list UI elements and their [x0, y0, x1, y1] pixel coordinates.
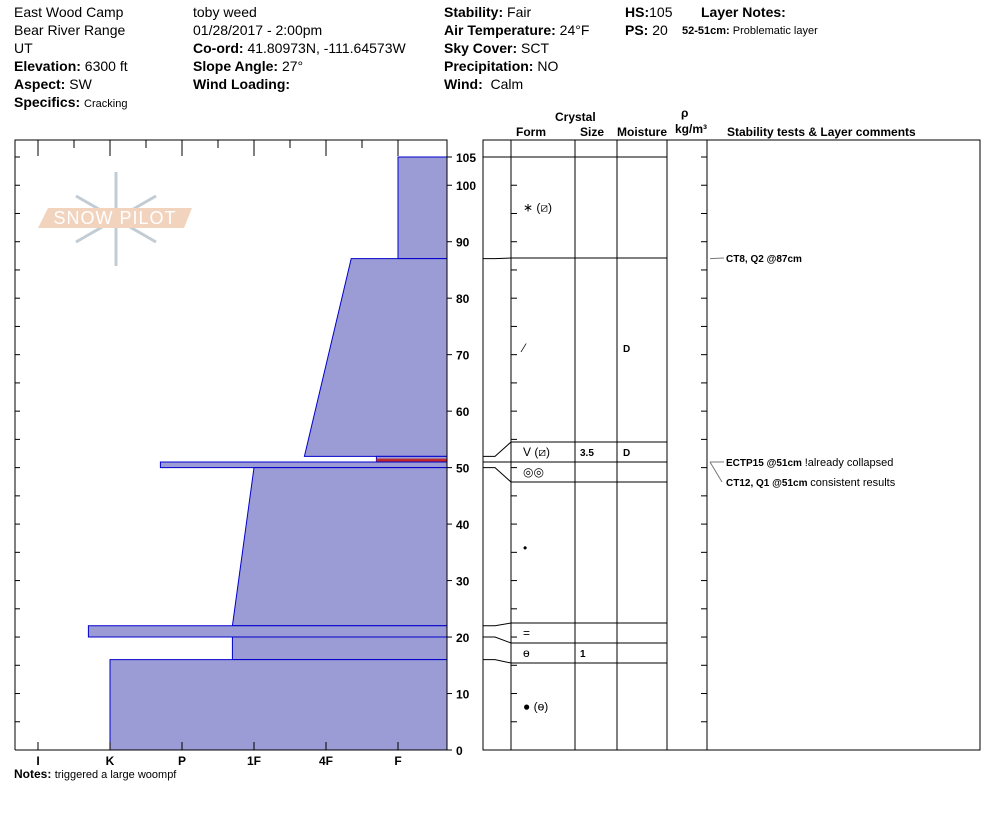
aspect: Aspect: SW — [14, 76, 92, 92]
snowpilot-logo: SNOW PILOT — [38, 172, 192, 266]
hardness-label: F — [394, 754, 401, 768]
col-moisture: Moisture — [617, 125, 668, 139]
hardness-layer — [109, 659, 448, 751]
hardness-label: I — [36, 754, 39, 768]
depth-label: 50 — [456, 462, 470, 476]
wind: Wind: Calm — [444, 76, 524, 92]
grain-form: V (⧄) — [523, 445, 550, 459]
specifics: Specifics: Cracking — [14, 94, 128, 110]
grain-form: ⁄ — [520, 341, 527, 355]
layer-table-frame — [482, 139, 981, 751]
depth-label: 0 — [456, 744, 463, 758]
hardness-layer — [159, 461, 448, 469]
site-name: East Wood Camp — [14, 4, 124, 20]
precipitation: Precipitation: NO — [444, 58, 559, 74]
datetime: 01/28/2017 - 2:00pm — [193, 22, 323, 38]
layer-connector — [483, 441, 667, 457]
layer-connector — [483, 622, 667, 627]
observer: toby weed — [193, 4, 257, 20]
grain-size: 1 — [580, 649, 586, 660]
stability: Stability: Fair — [444, 4, 532, 20]
depth-label: 10 — [456, 688, 470, 702]
layer-notes-label: Layer Notes: — [701, 4, 786, 20]
svg-text:SNOW PILOT: SNOW PILOT — [53, 208, 176, 228]
grain-form: ∗ (⧄) — [523, 201, 552, 215]
col-comments: Stability tests & Layer comments — [727, 125, 916, 139]
depth-label: 100 — [456, 179, 476, 193]
penetration: PS: 20 — [625, 22, 668, 38]
hardness-layer — [87, 625, 448, 638]
depth-label: 105 — [456, 151, 476, 165]
moisture: D — [623, 448, 630, 459]
stability-test: ECTP15 @51cm !already collapsed — [726, 457, 893, 469]
hardness-label: 1F — [247, 754, 261, 768]
stability-test: CT8, Q2 @87cm — [726, 254, 802, 265]
depth-label: 80 — [456, 292, 470, 306]
layer-connector — [483, 659, 667, 664]
sky-cover: Sky Cover: SCT — [444, 40, 550, 56]
depth-label: 40 — [456, 518, 470, 532]
hardness-chart-frame — [14, 139, 448, 751]
site-range: Bear River Range — [14, 22, 126, 38]
air-temperature: Air Temperature: 24°F — [444, 22, 590, 38]
col-density: kg/m³ — [675, 122, 708, 136]
test-arrow — [709, 461, 723, 483]
hardness-layer — [303, 258, 448, 457]
grain-form: ● (ɵ) — [523, 700, 548, 714]
depth-label: 90 — [456, 236, 470, 250]
wind-loading: Wind Loading: — [193, 76, 291, 92]
col-form: Form — [516, 125, 546, 139]
col-rho: ρ — [681, 106, 689, 120]
grain-form: = — [523, 626, 530, 640]
layer-note: 52-51cm: Problematic layer — [682, 25, 818, 37]
grain-form: • — [523, 541, 527, 555]
hardness-layer — [397, 156, 448, 260]
depth-label: 20 — [456, 631, 470, 645]
hardness-label: P — [178, 754, 186, 768]
depth-label: 30 — [456, 575, 470, 589]
stability-test: CT12, Q1 @51cm consistent results — [726, 477, 896, 489]
slope-angle: Slope Angle: 27° — [193, 58, 304, 74]
site-state: UT — [14, 40, 33, 56]
grain-form: ɵ — [523, 646, 530, 660]
layer-connector — [483, 257, 667, 260]
layer-connector — [483, 636, 667, 644]
test-arrow — [709, 257, 725, 260]
hardness-label: K — [106, 754, 115, 768]
notes: Notes: triggered a large woompf — [14, 767, 177, 781]
hardness-layer — [231, 636, 448, 661]
elevation: Elevation: 6300 ft — [14, 58, 128, 74]
hardness-layer — [231, 467, 448, 627]
depth-label: 60 — [456, 405, 470, 419]
grain-form: ◎◎ — [523, 465, 544, 479]
depth-label: 70 — [456, 349, 470, 363]
height-of-snow: HS:105 — [625, 4, 673, 20]
grain-size: 3.5 — [580, 448, 594, 459]
hardness-label: 4F — [319, 754, 333, 768]
col-crystal: Crystal — [555, 110, 596, 124]
moisture: D — [623, 344, 630, 355]
coordinates: Co-ord: 41.80973N, -111.64573W — [193, 40, 406, 56]
layer-connector — [483, 467, 667, 483]
col-size: Size — [580, 125, 605, 139]
